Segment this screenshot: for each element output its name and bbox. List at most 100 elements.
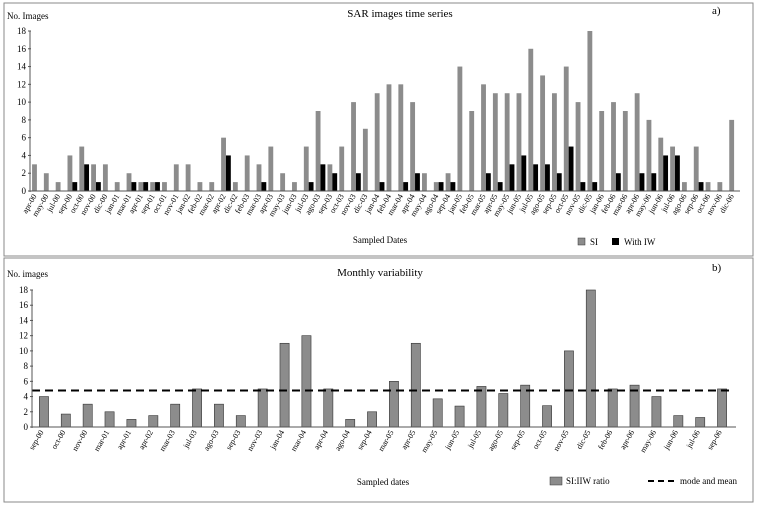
y-tick-label: 2 <box>22 168 27 178</box>
y-ticks-b: 0 2 4 6 8 10 12 14 16 18 <box>19 285 33 432</box>
bar <box>303 146 309 191</box>
bar <box>651 173 657 191</box>
legend-label-ratio: SI:IIW ratio <box>566 476 610 486</box>
bar <box>580 182 586 191</box>
bar <box>138 182 144 191</box>
bar <box>693 146 699 191</box>
y-tick-label: 10 <box>19 346 29 356</box>
bar <box>646 119 652 191</box>
bar <box>681 182 687 191</box>
bar <box>485 173 491 191</box>
x-axis-label-a: Sampled Dates <box>353 235 408 245</box>
bar <box>60 413 71 428</box>
bar <box>235 415 246 428</box>
chart-title-b: Monthly variability <box>337 267 423 279</box>
bar <box>148 415 159 428</box>
bar <box>72 182 78 191</box>
bar <box>39 396 49 428</box>
bar <box>556 173 562 191</box>
bar <box>327 164 333 191</box>
bar <box>403 182 409 191</box>
bar <box>717 388 727 428</box>
bar <box>611 102 616 191</box>
legend-label-si: SI <box>590 237 598 247</box>
bar <box>280 173 286 191</box>
y-tick-label: 2 <box>24 407 29 417</box>
y-tick-label: 14 <box>17 62 27 72</box>
bar <box>615 173 621 191</box>
bar <box>79 146 85 191</box>
bar <box>150 182 156 191</box>
bar <box>315 111 321 191</box>
bar <box>55 182 61 191</box>
chart-title-a: SAR images time series <box>347 8 452 20</box>
bar <box>398 84 404 191</box>
legend-b: SI:IIW ratio mode and mean <box>549 476 737 486</box>
bar <box>705 182 711 191</box>
bar <box>695 417 706 428</box>
legend-swatch-si <box>577 237 586 246</box>
bar <box>386 84 392 191</box>
bar <box>521 155 527 191</box>
y-tick-label: 6 <box>22 133 27 143</box>
bars-a <box>32 31 735 192</box>
bar <box>599 111 605 191</box>
bar <box>84 164 90 191</box>
bar <box>82 403 93 428</box>
bar <box>575 102 581 191</box>
bar <box>432 398 443 428</box>
bar <box>533 164 539 191</box>
bar <box>542 405 552 428</box>
bar <box>540 75 546 191</box>
bar <box>244 155 250 191</box>
bar <box>673 415 684 428</box>
y-tick-label: 12 <box>17 79 26 89</box>
bar <box>32 164 37 191</box>
bar <box>43 173 49 191</box>
bar <box>102 164 108 191</box>
bar <box>232 182 238 191</box>
bar <box>729 119 735 191</box>
bar <box>410 342 421 428</box>
bar <box>351 102 356 191</box>
bars-b <box>39 289 727 428</box>
bar <box>256 164 262 191</box>
bar <box>476 386 487 428</box>
bar <box>563 66 569 191</box>
bar <box>568 146 574 191</box>
y-tick-label: 6 <box>24 376 29 386</box>
bar <box>323 388 334 428</box>
bar <box>126 419 137 428</box>
bar <box>257 388 268 428</box>
bar <box>445 173 451 191</box>
bar <box>367 411 377 428</box>
chart-panel-b: Monthly variability b) No. images Sample… <box>3 257 754 503</box>
y-tick-label: 4 <box>24 392 29 402</box>
bar <box>422 173 427 191</box>
bar <box>457 66 463 191</box>
bar <box>410 102 416 191</box>
bar <box>173 164 179 191</box>
y-axis-label-b: No. images <box>7 269 48 279</box>
bar <box>450 182 456 191</box>
y-tick-label: 16 <box>17 44 27 54</box>
bar <box>332 173 338 191</box>
bar <box>497 182 503 191</box>
bar <box>185 164 191 191</box>
bar <box>516 93 522 191</box>
bar <box>438 182 444 191</box>
bar <box>454 405 465 428</box>
y-axis-label-a: No. Images <box>7 11 49 21</box>
bar <box>675 155 680 191</box>
x-axis-label-b: Sampled dates <box>357 477 410 487</box>
bar <box>698 182 704 191</box>
bar <box>114 182 120 191</box>
legend-label-with-iw: With IW <box>624 237 656 247</box>
bar <box>498 393 509 428</box>
bar <box>95 182 101 191</box>
bar <box>221 137 226 191</box>
bar <box>131 182 137 191</box>
y-tick-label: 0 <box>24 422 29 432</box>
bar <box>651 396 662 428</box>
